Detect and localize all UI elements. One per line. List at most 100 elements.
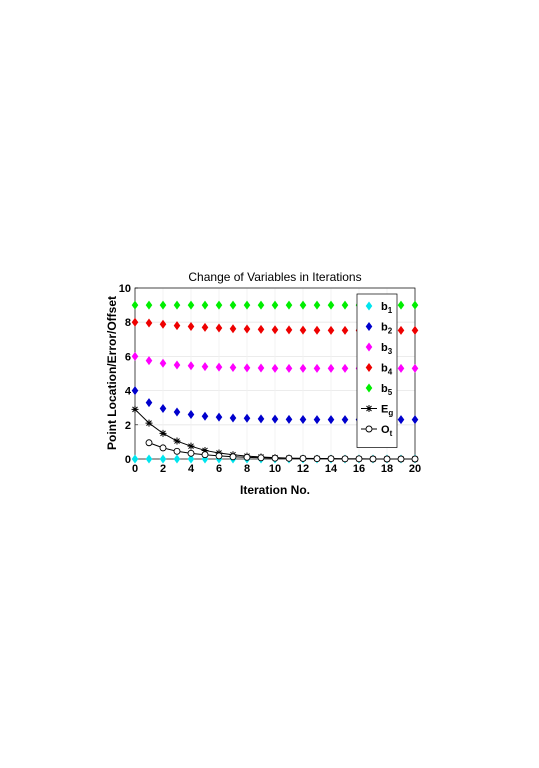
circle-marker — [299, 455, 307, 462]
circle-marker — [383, 455, 391, 463]
x-tick-label: 10 — [269, 463, 281, 475]
asterisk-marker — [173, 437, 181, 445]
diamond-marker — [299, 363, 307, 373]
diamond-marker — [411, 363, 419, 373]
diamond-marker — [243, 363, 251, 373]
x-tick-label: 2 — [160, 463, 166, 475]
diamond-marker — [159, 404, 167, 414]
diamond-marker — [341, 300, 349, 310]
diamond-marker — [131, 351, 139, 361]
diamond-marker — [187, 321, 195, 331]
diamond-marker — [173, 407, 181, 417]
diamond-marker — [365, 363, 373, 372]
legend-label: b3 — [381, 342, 393, 356]
diamond-marker — [313, 325, 321, 335]
circle-marker — [411, 455, 419, 463]
diamond-marker — [397, 363, 405, 373]
y-tick-label: 4 — [125, 386, 132, 398]
asterisk-marker — [187, 442, 195, 450]
diamond-marker — [201, 322, 209, 332]
diamond-marker — [411, 415, 419, 425]
diamond-marker — [229, 363, 237, 373]
diamond-marker — [243, 324, 251, 334]
diamond-marker — [215, 362, 223, 372]
diamond-marker — [365, 383, 373, 393]
y-tick-label: 0 — [125, 454, 131, 466]
diamond-marker — [145, 454, 153, 464]
diamond-marker — [173, 300, 181, 310]
diamond-marker — [229, 413, 237, 423]
diamond-marker — [159, 358, 167, 368]
diamond-marker — [299, 414, 307, 424]
circle-marker — [271, 454, 279, 462]
diamond-marker — [187, 300, 195, 310]
diamond-marker — [173, 454, 181, 464]
diamond-marker — [257, 414, 265, 424]
x-tick-label: 0 — [132, 463, 138, 475]
x-tick-label: 8 — [244, 463, 250, 475]
diamond-marker — [131, 386, 139, 396]
legend-label: b1 — [381, 301, 393, 315]
diamond-marker — [271, 414, 279, 424]
diamond-marker — [299, 300, 307, 310]
diamond-marker — [285, 300, 293, 310]
diamond-marker — [229, 300, 237, 310]
circle-marker — [355, 455, 363, 463]
diamond-marker — [411, 300, 419, 310]
diamond-marker — [327, 325, 335, 335]
circle-marker — [215, 452, 223, 460]
diamond-marker — [285, 414, 293, 424]
diamond-marker — [397, 325, 405, 335]
y-tick-label: 2 — [125, 420, 131, 432]
diamond-marker — [299, 325, 307, 335]
circle-marker — [365, 425, 373, 433]
diamond-marker — [201, 300, 209, 310]
circle-marker — [145, 439, 153, 447]
chart-title: Change of Variables in Iterations — [188, 270, 361, 284]
diamond-marker — [257, 300, 265, 310]
x-tick-label: 12 — [297, 463, 309, 475]
x-tick-label: 16 — [353, 463, 365, 475]
diamond-marker — [243, 413, 251, 423]
diamond-marker — [215, 323, 223, 333]
circle-marker — [229, 453, 237, 461]
circle-marker — [397, 455, 405, 463]
diamond-marker — [271, 325, 279, 335]
diamond-marker — [131, 300, 139, 310]
legend-label: b4 — [381, 363, 393, 377]
legend-box — [356, 293, 398, 448]
x-tick-label: 14 — [325, 463, 338, 475]
diamond-marker — [159, 454, 167, 464]
circle-marker — [159, 444, 167, 452]
diamond-marker — [285, 363, 293, 373]
diamond-marker — [159, 319, 167, 329]
diamond-marker — [131, 317, 139, 327]
circle-marker — [187, 449, 195, 457]
legend-label: b2 — [381, 322, 393, 336]
diamond-marker — [327, 415, 335, 425]
diamond-marker — [313, 300, 321, 310]
x-tick-label: 4 — [188, 463, 195, 475]
circle-marker — [341, 455, 349, 463]
diamond-marker — [341, 363, 349, 373]
diamond-marker — [187, 361, 195, 371]
circle-marker — [257, 454, 265, 462]
asterisk-marker — [145, 419, 153, 427]
diamond-marker — [411, 325, 419, 335]
y-tick-label: 6 — [125, 351, 131, 363]
diamond-marker — [187, 454, 195, 464]
diamond-marker — [215, 300, 223, 310]
diamond-marker — [341, 415, 349, 425]
diamond-marker — [365, 301, 373, 311]
diamond-marker — [201, 362, 209, 372]
diamond-marker — [327, 363, 335, 373]
diamond-marker — [271, 300, 279, 310]
asterisk-marker — [131, 405, 139, 413]
x-axis-label: Iteration No. — [240, 483, 310, 497]
diamond-marker — [313, 363, 321, 373]
diamond-marker — [365, 322, 373, 331]
x-tick-label: 18 — [381, 463, 393, 475]
circle-marker — [201, 451, 209, 459]
diamond-marker — [257, 324, 265, 334]
